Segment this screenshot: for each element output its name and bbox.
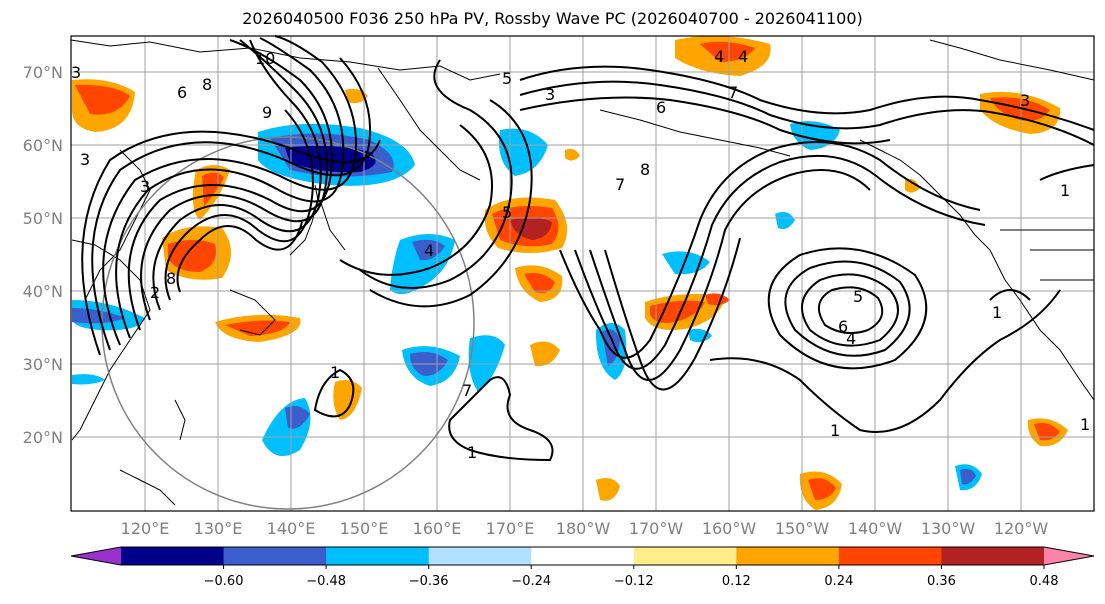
contour-label: 7 bbox=[462, 381, 472, 400]
contour-label: 6 bbox=[656, 98, 666, 117]
lon-label: 120°W bbox=[994, 519, 1049, 538]
colorbar-segment bbox=[223, 547, 327, 565]
lon-label: 160°W bbox=[702, 519, 757, 538]
colorbar-tick-label: −0.36 bbox=[409, 574, 449, 589]
graticule bbox=[71, 36, 1094, 511]
lat-label: 40°N bbox=[23, 282, 63, 301]
lon-label: 140°W bbox=[848, 519, 903, 538]
colorbar-tick-label: 0.12 bbox=[722, 574, 751, 589]
colorbar-tick-label: −0.48 bbox=[306, 574, 346, 589]
lat-label: 60°N bbox=[23, 136, 63, 155]
contour-labels: 3 6 8 10 9 3 3 4 5 2 8 1 4 3 6 7 7 8 5 6… bbox=[71, 47, 1090, 462]
colorbar-segment bbox=[428, 547, 532, 565]
contour-label: 1 bbox=[1060, 181, 1070, 200]
contour-label: 7 bbox=[728, 83, 738, 102]
contour-label: 3 bbox=[545, 85, 555, 104]
contour-label: 2 bbox=[150, 283, 160, 302]
longitude-labels: 120°E 130°E 140°E 150°E 160°E 170°E 180°… bbox=[121, 519, 1049, 538]
colorbar: −0.60 −0.48 −0.36 −0.24 −0.12 0.12 0.24 0.36 0.4… bbox=[70, 546, 1095, 589]
lon-label: 130°E bbox=[194, 519, 243, 538]
colorbar-segment bbox=[633, 547, 737, 565]
contour-label: 4 bbox=[424, 241, 434, 260]
lon-label: 180°W bbox=[556, 519, 611, 538]
colorbar-segment bbox=[121, 547, 225, 565]
colorbar-segment bbox=[838, 547, 942, 565]
contour-label: 1 bbox=[830, 421, 840, 440]
map-title: 2026040500 F036 250 hPa PV, Rossby Wave … bbox=[242, 9, 863, 28]
lat-label: 50°N bbox=[23, 209, 63, 228]
colorbar-extend-low bbox=[71, 547, 121, 565]
colorbar-segment bbox=[736, 547, 840, 565]
colorbar-tick-label: −0.12 bbox=[614, 574, 654, 589]
contour-label: 3 bbox=[1020, 91, 1030, 110]
lat-label: 20°N bbox=[23, 428, 63, 447]
contour-label: 5 bbox=[502, 203, 512, 222]
contour-label: 8 bbox=[202, 75, 212, 94]
colorbar-extend-high bbox=[1044, 547, 1094, 565]
colorbar-tick-label: −0.24 bbox=[511, 574, 551, 589]
lon-label: 140°E bbox=[267, 519, 316, 538]
anomaly-fills bbox=[72, 35, 1068, 510]
contour-label: 6 bbox=[838, 317, 848, 336]
coastlines bbox=[70, 39, 1095, 506]
contour-label: 1 bbox=[467, 443, 477, 462]
lon-label: 170°W bbox=[629, 519, 684, 538]
lat-label: 70°N bbox=[23, 63, 63, 82]
contour-label: 1 bbox=[330, 363, 340, 382]
contour-label: 3 bbox=[71, 63, 81, 82]
colorbar-segment bbox=[531, 547, 635, 565]
colorbar-tick-label: 0.48 bbox=[1030, 574, 1059, 589]
contour-label: 8 bbox=[640, 160, 650, 179]
contour-label: 3 bbox=[80, 150, 90, 169]
lon-label: 120°E bbox=[121, 519, 170, 538]
contour-label: 10 bbox=[255, 49, 275, 68]
lon-label: 150°E bbox=[340, 519, 389, 538]
map-panel: 3 6 8 10 9 3 3 4 5 2 8 1 4 3 6 7 7 8 5 6… bbox=[70, 35, 1095, 512]
lon-label: 150°W bbox=[775, 519, 830, 538]
lon-label: 170°E bbox=[486, 519, 535, 538]
colorbar-outline bbox=[70, 546, 1095, 566]
contour-label: 4 bbox=[846, 329, 856, 348]
contour-label: 6 bbox=[177, 83, 187, 102]
latitude-labels: 70°N 60°N 50°N 40°N 30°N 20°N bbox=[23, 63, 63, 447]
contour-label: 4 bbox=[714, 47, 724, 66]
colorbar-tick-label: 0.24 bbox=[824, 574, 853, 589]
lon-label: 130°W bbox=[921, 519, 976, 538]
lat-label: 30°N bbox=[23, 355, 63, 374]
pv-contours bbox=[81, 35, 1095, 462]
contour-label: 4 bbox=[738, 47, 748, 66]
contour-label: 9 bbox=[262, 103, 272, 122]
colorbar-segment bbox=[326, 547, 430, 565]
lon-label: 160°E bbox=[413, 519, 462, 538]
contour-label: 1 bbox=[1080, 415, 1090, 434]
colorbar-segment bbox=[941, 547, 1045, 565]
contour-label: 5 bbox=[853, 287, 863, 306]
colorbar-tick-label: −0.60 bbox=[204, 574, 244, 589]
colorbar-tick-label: 0.36 bbox=[927, 574, 956, 589]
contour-label: 3 bbox=[140, 177, 150, 196]
contour-label: 8 bbox=[166, 269, 176, 288]
contour-label: 5 bbox=[502, 69, 512, 88]
contour-label: 7 bbox=[615, 175, 625, 194]
contour-label: 1 bbox=[992, 303, 1002, 322]
